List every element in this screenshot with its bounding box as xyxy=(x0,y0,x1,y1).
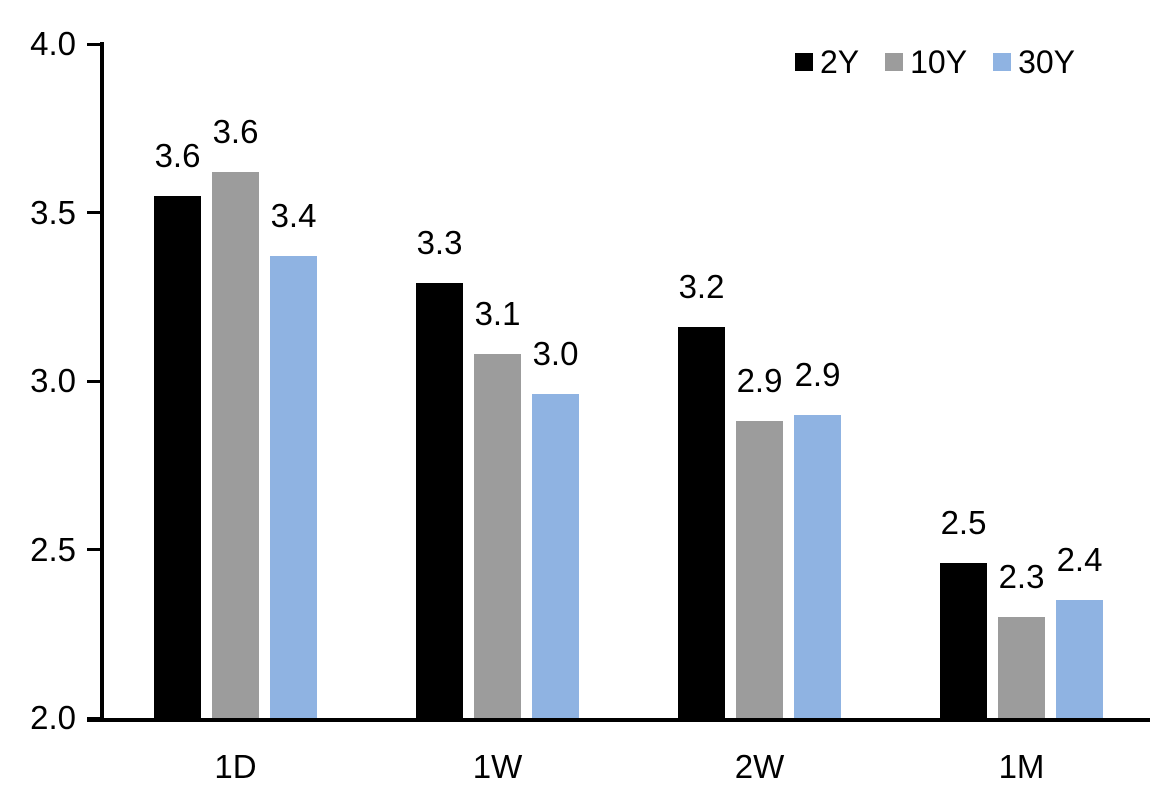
legend-item-2y: 2Y xyxy=(794,44,860,80)
bar-30y-2w xyxy=(794,414,841,718)
legend-swatch-icon xyxy=(794,53,813,71)
legend-label: 30Y xyxy=(1018,44,1075,80)
legend-item-30y: 30Y xyxy=(993,44,1075,80)
bar-label: 2.9 xyxy=(736,362,783,400)
y-tick-mark xyxy=(87,42,100,46)
bar-label: 2.3 xyxy=(998,557,1045,595)
bar-10y-2w xyxy=(736,421,783,718)
x-axis-label-1d: 1D xyxy=(214,748,257,785)
y-tick-mark xyxy=(87,548,100,551)
legend-label: 10Y xyxy=(910,44,968,80)
y-tick-label: 4.0 xyxy=(30,25,76,62)
legend-swatch-icon xyxy=(993,53,1012,71)
y-tick-mark xyxy=(87,716,100,720)
y-axis-line xyxy=(100,42,104,722)
y-tick-label: 2.0 xyxy=(30,699,76,736)
y-tick-mark xyxy=(87,379,100,383)
legend-item-10y: 10Y xyxy=(885,44,968,80)
bar-2y-1w xyxy=(416,283,463,718)
bar-label: 3.3 xyxy=(416,224,463,262)
bar-label: 2.4 xyxy=(1056,541,1103,579)
bar-30y-1d xyxy=(270,256,317,718)
y-tick-label: 3.0 xyxy=(30,362,76,399)
bar-2y-1m xyxy=(940,562,987,718)
y-tick-mark xyxy=(87,211,100,214)
x-axis-label-1m: 1M xyxy=(998,748,1045,785)
bar-label: 3.6 xyxy=(154,136,201,174)
bar-label: 3.1 xyxy=(474,295,521,333)
bar-2y-2w xyxy=(678,327,725,718)
bar-10y-1d xyxy=(212,172,259,718)
bar-10y-1m xyxy=(998,616,1045,718)
legend-swatch-icon xyxy=(885,53,904,71)
bar-label: 3.6 xyxy=(212,113,259,151)
bar-2y-1d xyxy=(154,195,201,718)
y-tick-label: 2.5 xyxy=(30,530,76,568)
bar-label: 3.4 xyxy=(270,197,317,235)
bar-label: 3.2 xyxy=(678,268,725,306)
x-axis-line xyxy=(87,718,1150,722)
bar-10y-1w xyxy=(474,354,521,718)
x-axis-label-1w: 1W xyxy=(472,748,523,785)
x-axis-label-2w: 2W xyxy=(734,748,785,785)
legend: 2Y 10Y 30Y xyxy=(794,44,1075,80)
legend-label: 2Y xyxy=(819,44,860,80)
bar-30y-1w xyxy=(532,394,579,718)
y-tick-label: 3.5 xyxy=(30,193,76,231)
bar-label: 3.0 xyxy=(532,335,579,373)
bar-30y-1m xyxy=(1056,600,1103,718)
bar-label: 2.5 xyxy=(940,503,987,541)
bar-label: 2.9 xyxy=(794,355,841,393)
